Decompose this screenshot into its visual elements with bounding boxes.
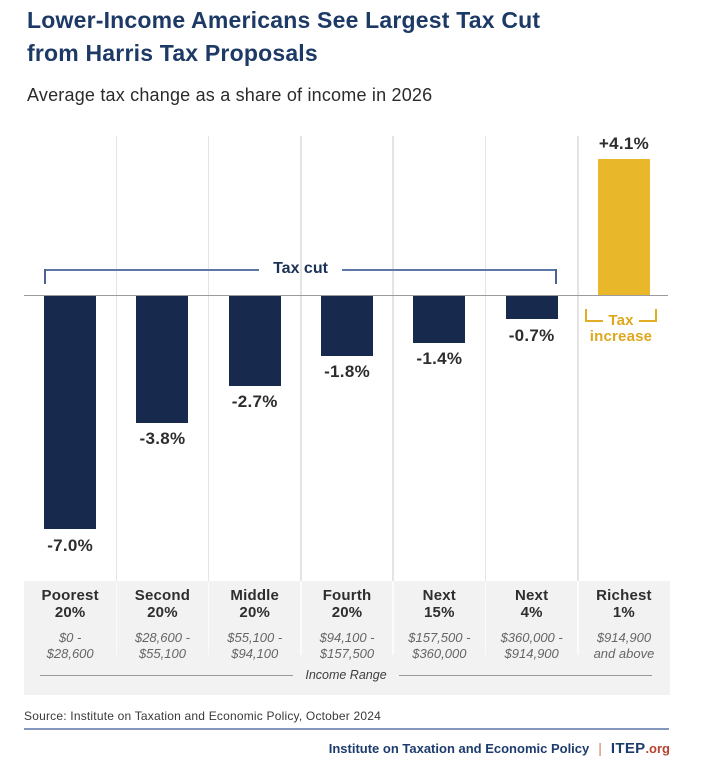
source-note: Source: Institute on Taxation and Econom…	[24, 709, 382, 723]
zero-axis-line	[24, 294, 668, 296]
gridline	[300, 136, 302, 581]
gridline	[207, 136, 210, 581]
page-title: Lower-Income Americans See Largest Tax C…	[27, 4, 540, 70]
bar-col-3	[228, 296, 281, 386]
bracket-right-tick	[555, 269, 558, 284]
bar-col-2	[136, 296, 189, 423]
tax-increase-label-line1: Tax	[608, 312, 634, 329]
gridline	[484, 136, 487, 581]
bracket-right-line	[341, 269, 556, 271]
value-label-col-2: -3.8%	[139, 429, 186, 449]
value-label-col-6: -0.7%	[508, 325, 555, 345]
footer-brand-logo: ITEP	[610, 740, 646, 757]
value-label-col-7: +4.1%	[598, 133, 650, 153]
x-axis-title: Income Range	[40, 668, 652, 682]
axis-title-left-rule	[40, 674, 294, 676]
bar-col-1	[44, 296, 97, 530]
tax-cut-label: Tax cut	[273, 260, 328, 277]
page-title-line-2: from Harris Tax Proposals	[27, 40, 318, 66]
tax-increase-label-line2: increase	[589, 328, 653, 345]
value-label-col-4: -1.8%	[324, 362, 370, 382]
category-label-box	[24, 581, 670, 695]
bracket-left-tick	[44, 269, 46, 284]
gridline	[115, 136, 118, 581]
footer-separator: |	[598, 740, 602, 756]
bar-col-6	[505, 296, 558, 320]
footer-divider	[24, 728, 669, 730]
value-label-col-1: -7.0%	[47, 535, 94, 555]
value-label-col-5: -1.4%	[416, 349, 463, 369]
increase-bracket-left-corner	[585, 309, 603, 322]
bar-col-5	[413, 296, 466, 343]
income-range-label: Income Range	[305, 668, 387, 682]
footer-brand-row: Institute on Taxation and Economic Polic…	[329, 740, 670, 757]
value-label-col-3: -2.7%	[231, 392, 278, 412]
increase-bracket-right-corner	[639, 309, 657, 322]
tax-cut-bracket: Tax cut	[44, 260, 558, 287]
tax-increase-bracket: Tax increase	[585, 309, 657, 345]
bar-col-7	[597, 158, 650, 296]
gridline	[577, 136, 579, 581]
chart-subtitle: Average tax change as a share of income …	[27, 85, 433, 105]
axis-title-right-rule	[398, 674, 652, 676]
bracket-left-line	[46, 269, 260, 271]
bar-col-4	[321, 296, 374, 356]
gridline	[392, 136, 394, 581]
page-title-line-1: Lower-Income Americans See Largest Tax C…	[27, 7, 541, 33]
footer-org-name: Institute on Taxation and Economic Polic…	[328, 741, 590, 756]
footer-brand-suffix: .org	[645, 741, 670, 756]
